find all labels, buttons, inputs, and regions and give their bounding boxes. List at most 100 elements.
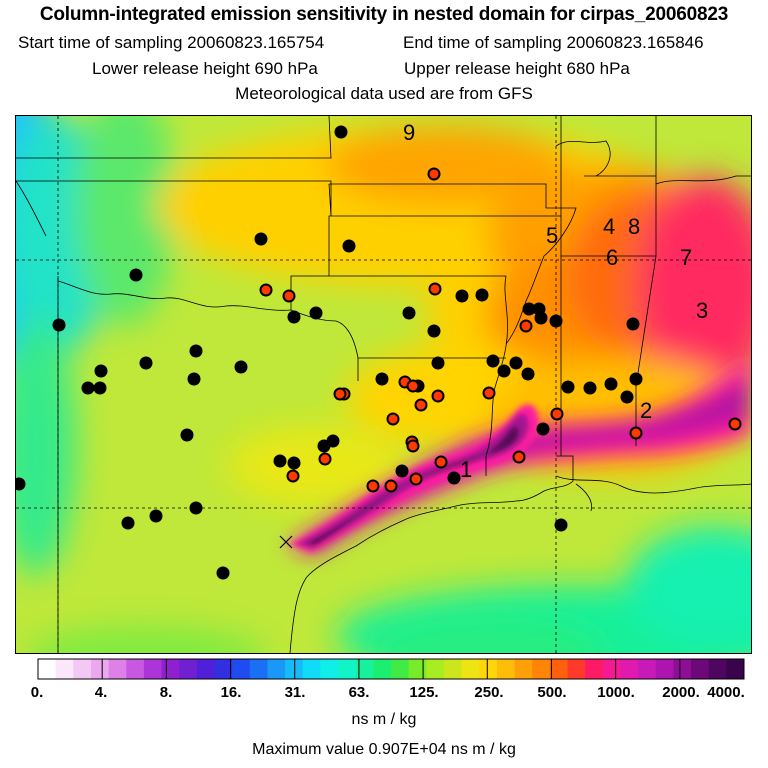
colorbar-unit: ns m / kg [351,711,417,728]
station-marker-red [318,452,332,466]
station-marker-red [406,439,420,453]
station-marker-black [629,372,643,386]
colorbar-swatch [179,659,198,679]
station-marker-red [384,479,398,493]
station-marker-black [94,364,108,378]
tick-label: 8. [159,684,173,701]
station-marker-black [216,566,230,580]
colorbar-swatch [549,659,568,679]
station-marker-black [402,306,416,320]
colorbar-swatch [726,659,745,679]
station-marker-black [521,367,535,381]
station-marker-red [366,479,380,493]
colorbar-swatch [691,659,710,679]
station-marker-red [333,387,347,401]
tick-label: 1000. [597,684,635,701]
colorbar-swatch [532,659,551,679]
station-marker-black [287,456,301,470]
tick-label: 4000. [707,684,745,701]
colorbar-swatch [620,659,639,679]
colorbar-swatch [232,659,251,679]
colorbar-swatch [143,659,163,679]
station-marker-black [234,360,248,374]
colorbar-swatch [38,659,57,679]
colorbar-swatch [408,659,427,679]
tick-label: 63. [348,684,370,701]
station-marker-black [395,464,409,478]
station-marker-black [620,390,634,404]
maximum-value-label: Maximum value 0.907E+04 ns m / kg [252,741,516,758]
station-marker-black [342,239,356,253]
release-point [279,535,293,549]
station-marker-black [16,477,26,491]
map-label-7: 7 [680,245,692,270]
station-marker-black [334,125,348,139]
colorbar-swatch [673,659,692,679]
start-time-label: Start time of sampling 20060823.165754 [18,33,325,52]
map-label-1: 1 [460,457,472,482]
colorbar-swatch [161,659,180,679]
tick-label: 0. [30,684,44,701]
colorbar-swatch [73,659,92,679]
station-marker-black [486,354,500,368]
station-marker-black [497,364,511,378]
station-marker-black [81,381,95,395]
station-marker-red [386,412,400,426]
colorbar-swatch [479,659,498,679]
colorbar-swatch [302,659,321,679]
colorbar-swatch [55,659,74,679]
colorbar-swatch [355,659,374,679]
station-marker-black [139,356,153,370]
station-marker-red [409,472,423,486]
station-marker-black [427,324,441,338]
tick-label: 125. [409,684,439,701]
colorbar-swatch [655,659,674,679]
station-marker-red [431,389,445,403]
station-marker-black [475,288,489,302]
station-marker-black [149,509,163,523]
map-label-4: 4 [603,214,615,239]
graticule [16,116,751,653]
tick-label: 16. [220,684,242,701]
colorbar-swatch [461,659,480,679]
colorbar-swatch [496,659,516,679]
map-label-2: 2 [640,398,652,423]
station-marker-black [287,310,301,324]
station-marker-red [406,379,420,393]
colorbar-swatch [443,659,463,679]
station-marker-red [428,282,442,296]
station-marker-black [536,422,550,436]
tick-label: 250. [474,684,504,701]
map-label-3: 3 [696,298,708,323]
station-marker-red [629,426,643,440]
station-marker-black [273,454,287,468]
station-marker-black [93,381,107,395]
station-marker-black [509,356,523,370]
station-marker-red [282,289,296,303]
colorbar-swatch [514,659,533,679]
station-marker-black [254,232,268,246]
colorbar-swatch [196,659,215,679]
station-marker-black [189,501,203,515]
colorbar-swatch [708,659,727,679]
colorbar-swatch [391,659,410,679]
tick-label: 4. [94,684,108,701]
colorbar-swatch [267,659,286,679]
colorbar-swatch [338,659,357,679]
tick-label: 500. [537,684,567,701]
end-time-label: End time of sampling 20060823.165846 [403,33,704,52]
station-marker-black [129,268,143,282]
colorbar-swatch [373,659,392,679]
colorbar-swatch [126,659,145,679]
station-marker-black [189,344,203,358]
tick-label: 2000. [662,684,700,701]
station-marker-red [427,167,441,181]
colorbar-swatch [108,659,127,679]
colorbar-swatch [585,659,604,679]
colorbar-ticks: 0. 4. 8. 16. 31. 63. 125. 250. 500. 1000… [0,684,768,706]
station-marker-black [554,518,568,532]
station-marker-red [259,283,273,297]
station-marker-black [187,372,201,386]
map-labels: 9 5 4 8 6 7 3 2 1 [403,120,708,482]
station-marker-black [447,471,461,485]
